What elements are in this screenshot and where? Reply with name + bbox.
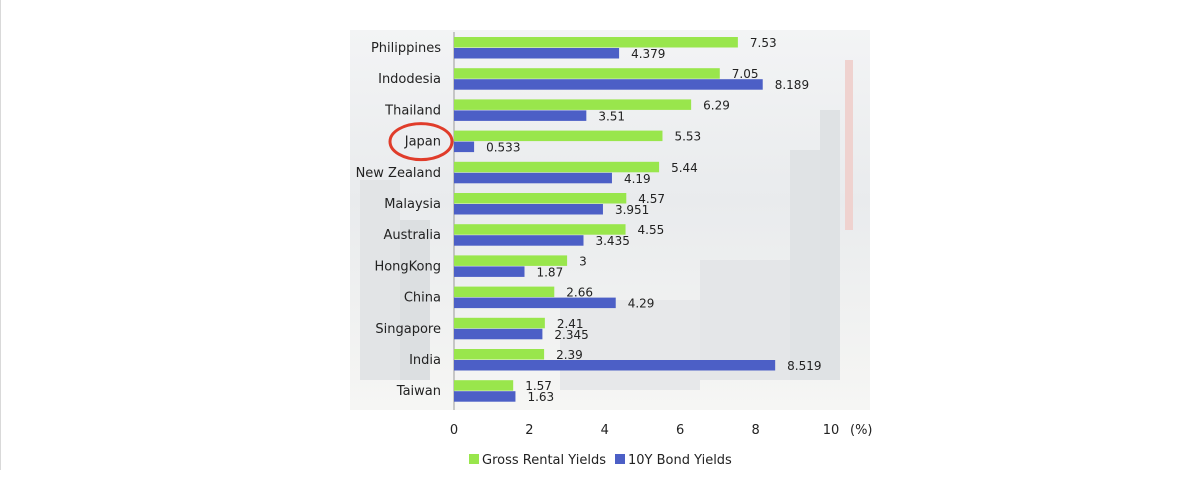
data-label: 3.51	[598, 109, 625, 123]
data-label: 6.29	[703, 98, 730, 112]
data-label: 2.41	[557, 317, 584, 331]
bar-gross-rental	[454, 37, 738, 48]
legend-label: 10Y Bond Yields	[628, 453, 732, 468]
category-label: Japan	[404, 135, 441, 150]
x-tick-label: 8	[751, 423, 759, 438]
legend-label: Gross Rental Yields	[482, 453, 606, 468]
x-tick-label: 0	[450, 423, 458, 438]
category-label: China	[404, 291, 441, 306]
bar-bond-yield	[454, 328, 543, 340]
x-tick-label: 10	[823, 423, 840, 438]
plot-area: Philippines 7.53 4.379 Indodesia 7.05 8.189 Th…	[356, 32, 873, 438]
bar-bond-yield	[454, 141, 475, 153]
x-tick-label: 2	[525, 423, 533, 438]
data-label: 4.29	[628, 297, 655, 311]
data-label: 2.39	[556, 348, 583, 362]
data-label: 2.345	[554, 328, 588, 342]
legend: Gross Rental Yields 10Y Bond Yields	[469, 453, 732, 468]
data-label: 1.63	[527, 390, 554, 404]
bar-bond-yield	[454, 110, 587, 121]
bar-bond-yield	[454, 360, 776, 371]
data-label: 8.519	[787, 359, 821, 373]
data-label: 4.55	[638, 223, 665, 237]
data-label: 3.951	[615, 203, 649, 217]
bar-gross-rental	[454, 286, 555, 298]
category-label: Indodesia	[378, 72, 441, 87]
data-label: 4.57	[638, 192, 665, 206]
bar-gross-rental	[454, 349, 545, 360]
x-axis-unit: (%)	[850, 423, 873, 438]
bar-gross-rental	[454, 193, 627, 204]
bar-gross-rental	[454, 317, 545, 329]
left-border-line	[0, 0, 1, 470]
data-label: 3	[579, 254, 587, 268]
category-label: Singapore	[375, 322, 441, 337]
legend-swatch	[615, 454, 625, 464]
bar-gross-rental	[454, 99, 692, 110]
data-label: 2.66	[566, 286, 593, 300]
bar-gross-rental	[454, 68, 720, 79]
x-tick-label: 4	[601, 423, 609, 438]
data-label: 3.435	[595, 234, 629, 248]
bar-bond-yield	[454, 266, 525, 277]
bar-bond-yield	[454, 204, 603, 215]
data-label: 4.19	[624, 172, 651, 186]
category-label: New Zealand	[356, 166, 441, 181]
bar-bond-yield	[454, 391, 516, 402]
bar-bond-yield	[454, 297, 616, 309]
bar-bond-yield	[454, 172, 612, 184]
category-label: India	[409, 353, 441, 368]
bar-gross-rental	[454, 224, 626, 235]
data-label: 7.53	[750, 36, 777, 50]
legend-swatch	[469, 454, 479, 464]
data-label: 7.05	[732, 67, 759, 81]
category-label: Taiwan	[396, 384, 441, 399]
bar-bond-yield	[454, 48, 620, 59]
data-label: 4.379	[631, 47, 665, 61]
category-label: Malaysia	[384, 197, 441, 212]
category-label: Philippines	[371, 41, 441, 56]
bar-gross-rental	[454, 130, 663, 142]
highlight-circle-japan	[388, 122, 454, 162]
data-label: 5.44	[671, 161, 698, 175]
bar-gross-rental	[454, 380, 514, 391]
category-label: Thailand	[384, 103, 441, 118]
data-label: 8.189	[775, 78, 809, 92]
bar-bond-yield	[454, 235, 584, 246]
data-label: 1.57	[525, 379, 552, 393]
data-label: 0.533	[486, 141, 520, 155]
bar-gross-rental	[454, 161, 660, 173]
bar-bond-yield	[454, 79, 763, 90]
data-label: 1.87	[536, 265, 563, 279]
cityscape-background	[350, 30, 870, 410]
bar-gross-rental	[454, 255, 568, 266]
category-label: HongKong	[374, 259, 441, 274]
category-label: Australia	[383, 228, 441, 243]
x-tick-label: 6	[676, 423, 684, 438]
data-label: 5.53	[674, 130, 701, 144]
